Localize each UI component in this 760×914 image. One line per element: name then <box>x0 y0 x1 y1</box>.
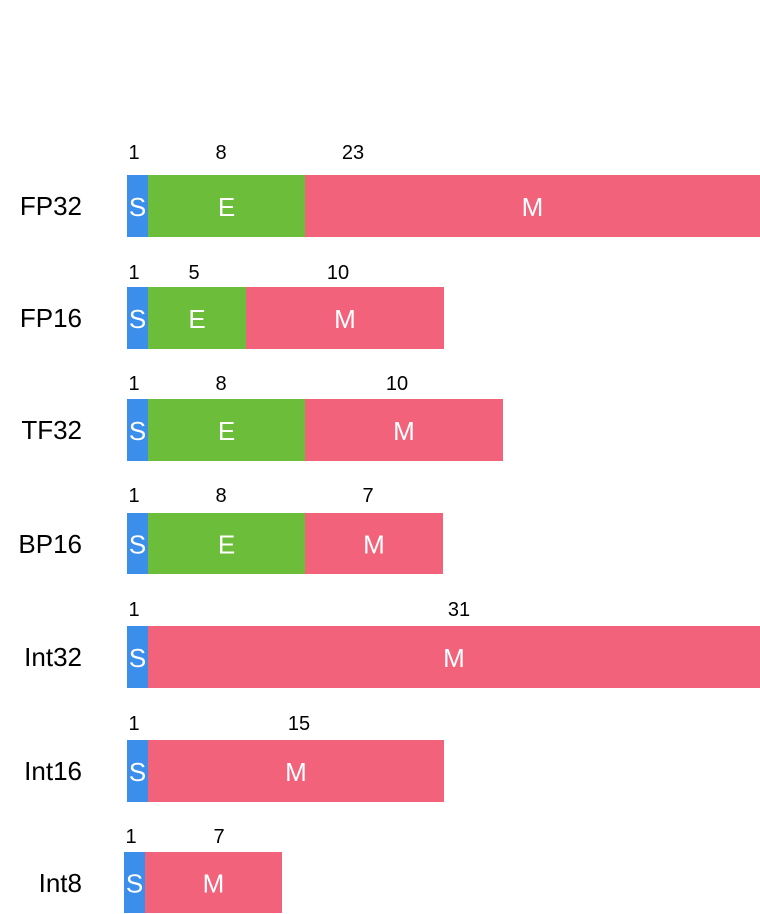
mantissa-bit-count: 23 <box>342 142 364 164</box>
exponent-bit-count: 8 <box>215 142 226 164</box>
mantissa-segment <box>246 287 444 349</box>
format-row-int8: Int8 S 1 M 7 <box>39 826 282 913</box>
format-row-bp16: BP16 S 1 E 8 M 7 <box>18 485 443 574</box>
sign-segment <box>127 175 148 237</box>
format-name: BP16 <box>18 529 82 559</box>
mantissa-segment-letter: M <box>285 757 307 787</box>
exponent-bit-count: 8 <box>215 485 226 507</box>
format-name: Int16 <box>24 756 82 786</box>
sign-bit-count: 1 <box>128 713 139 735</box>
format-row-int32: Int32 S 1 M 31 <box>24 599 760 688</box>
sign-segment <box>127 399 148 461</box>
mantissa-bit-count: 10 <box>386 373 408 395</box>
format-row-int16: Int16 S 1 M 15 <box>24 713 444 802</box>
mantissa-bit-count: 10 <box>327 262 349 284</box>
exponent-segment-letter: E <box>218 416 235 446</box>
exponent-bit-count: 5 <box>188 262 199 284</box>
exponent-bit-count: 8 <box>215 373 226 395</box>
sign-bit-count: 1 <box>128 373 139 395</box>
mantissa-bit-count: 31 <box>448 599 470 621</box>
sign-bit-count: 1 <box>128 142 139 164</box>
sign-segment-letter: S <box>129 304 146 334</box>
sign-segment-letter: S <box>126 869 143 899</box>
mantissa-segment <box>145 852 282 913</box>
sign-bit-count: 1 <box>128 262 139 284</box>
mantissa-segment-letter: M <box>334 304 356 334</box>
sign-segment <box>127 626 148 688</box>
sign-bit-count: 1 <box>125 826 136 848</box>
mantissa-segment-letter: M <box>522 192 544 222</box>
format-name: FP16 <box>20 303 82 333</box>
format-name: TF32 <box>21 415 82 445</box>
format-row-tf32: TF32 S 1 E 8 M 10 <box>21 373 503 461</box>
format-name: Int8 <box>39 868 82 898</box>
mantissa-segment <box>305 513 443 574</box>
sign-segment-letter: S <box>129 192 146 222</box>
sign-segment <box>127 740 148 802</box>
format-row-fp16: FP16 S 1 E 5 M 10 <box>20 262 444 349</box>
exponent-segment <box>148 175 305 237</box>
format-name: FP32 <box>20 191 82 221</box>
exponent-segment-letter: E <box>218 530 235 560</box>
sign-segment <box>124 852 145 913</box>
mantissa-segment-letter: M <box>363 530 385 560</box>
mantissa-segment-letter: M <box>203 869 225 899</box>
sign-bit-count: 1 <box>128 599 139 621</box>
format-name: Int32 <box>24 642 82 672</box>
sign-segment-letter: S <box>129 757 146 787</box>
mantissa-bit-count: 7 <box>213 826 224 848</box>
mantissa-segment-letter: M <box>393 416 415 446</box>
exponent-segment-letter: E <box>188 304 205 334</box>
sign-segment-letter: S <box>129 530 146 560</box>
mantissa-segment <box>148 626 760 688</box>
format-row-fp32: FP32 S 1 E 8 M 23 <box>20 142 760 237</box>
mantissa-segment <box>305 175 760 237</box>
sign-bit-count: 1 <box>128 485 139 507</box>
exponent-segment <box>148 287 246 349</box>
sign-segment <box>127 287 148 349</box>
sign-segment-letter: S <box>129 643 146 673</box>
sign-segment <box>127 513 148 574</box>
mantissa-segment-letter: M <box>443 643 465 673</box>
mantissa-bit-count: 7 <box>362 485 373 507</box>
sign-segment-letter: S <box>129 416 146 446</box>
exponent-segment-letter: E <box>218 192 235 222</box>
mantissa-segment <box>305 399 503 461</box>
mantissa-segment <box>148 740 444 802</box>
exponent-segment <box>148 513 305 574</box>
exponent-segment <box>148 399 305 461</box>
mantissa-bit-count: 15 <box>288 713 310 735</box>
